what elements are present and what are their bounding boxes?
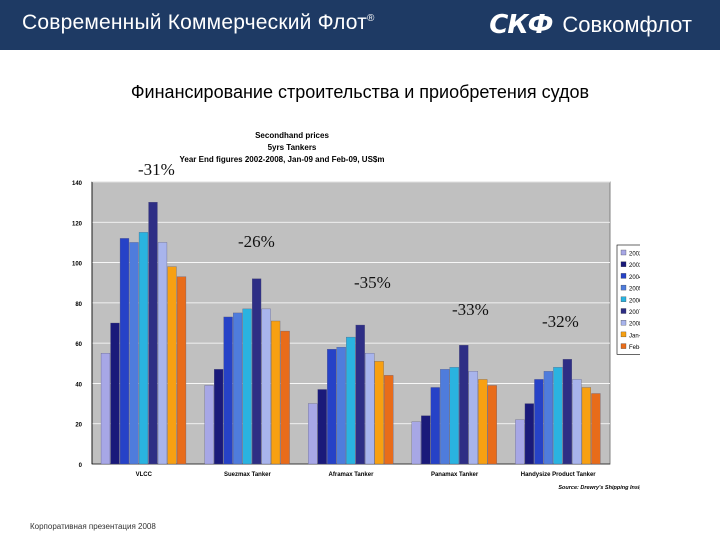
bar: [534, 379, 544, 465]
bar: [478, 379, 488, 465]
bar: [213, 369, 224, 465]
bar: [129, 242, 139, 465]
bar: [223, 316, 233, 465]
legend-swatch: [620, 249, 627, 256]
bar: [119, 238, 130, 465]
bar: [157, 242, 168, 465]
legend-box: [616, 244, 640, 355]
x-category-label: Handysize Product Tanker: [521, 472, 597, 478]
bar: [524, 403, 535, 465]
y-tick-label: 0: [79, 463, 83, 469]
bar: [270, 320, 281, 465]
bar: [355, 324, 365, 465]
bar: [148, 201, 158, 465]
secondhand-prices-chart: Secondhand prices 5yrs Tankers Year End fi…: [72, 131, 640, 491]
bar: [138, 232, 149, 465]
legend-entry: Jan-09: [629, 333, 640, 339]
registered-mark: ®: [367, 13, 375, 24]
change-label-vlcc: -31%: [138, 160, 175, 179]
bar: [572, 379, 582, 465]
bar: [374, 361, 384, 465]
bar: [308, 403, 318, 465]
legend-swatch: [620, 320, 627, 326]
bar: [459, 345, 469, 465]
bar: [440, 369, 450, 465]
bar-group: [100, 201, 601, 465]
legend-entry: Feb-09: [629, 345, 640, 351]
bar: [421, 415, 431, 465]
y-tick-label: 100: [72, 262, 83, 268]
chart-title-line: Secondhand prices: [255, 131, 329, 140]
legend-swatch: [620, 343, 627, 349]
legend-swatch: [620, 331, 627, 338]
bar: [261, 308, 271, 465]
bar: [317, 389, 327, 465]
bar: [365, 353, 375, 465]
legend-entry: 2002: [629, 252, 640, 258]
x-category-label: Aframax Tanker: [329, 472, 375, 478]
bar: [327, 349, 337, 465]
footer-note: Корпоративная презентация 2008: [30, 522, 156, 531]
bar: [251, 278, 262, 465]
legend-swatch: [620, 261, 627, 267]
bar: [110, 322, 120, 465]
bar: [280, 330, 290, 465]
bar: [176, 276, 187, 465]
bar: [411, 421, 421, 465]
legend-entry: 2007: [629, 310, 640, 316]
bar: [100, 353, 111, 465]
bar: [468, 371, 478, 465]
legend-swatch: [620, 308, 627, 314]
bar: [242, 308, 252, 465]
legend-swatch: [620, 296, 627, 302]
legend-entry: 2003: [629, 263, 640, 269]
bar: [430, 387, 440, 465]
bar: [562, 359, 573, 465]
slide-title: Финансирование строительства и приобрете…: [130, 82, 590, 102]
logo-text: Совкомфлот: [562, 12, 692, 37]
legend-swatch: [620, 284, 627, 291]
y-tick-label: 20: [75, 423, 82, 429]
legend-entry: 2008: [629, 322, 640, 328]
legend-entry: 2005: [629, 287, 640, 293]
company-title: Современный Коммерческий Флот®: [22, 11, 375, 34]
y-tick-label: 40: [75, 382, 82, 388]
bar: [167, 266, 177, 465]
bar: [543, 371, 554, 465]
bar: [553, 367, 563, 465]
legend-swatch: [620, 273, 627, 279]
y-tick-label: 120: [72, 221, 83, 227]
bar: [346, 336, 356, 465]
bar: [232, 312, 243, 465]
bar: [581, 387, 592, 465]
y-tick-label: 140: [72, 181, 83, 187]
chart-source: Source: Drewry's Shipping Insight: [558, 485, 640, 491]
logo-mark: СКФ: [489, 10, 553, 40]
change-label-aframax: -35%: [354, 273, 391, 292]
change-label-handysize: -32%: [542, 312, 579, 331]
bar: [336, 347, 346, 465]
change-label-panamax: -33%: [452, 300, 489, 319]
x-category-label: VLCC: [136, 472, 153, 478]
bar: [204, 385, 214, 465]
bar: [384, 375, 394, 465]
header-bar: Современный Коммерческий Флот® СКФ Совко…: [0, 0, 720, 50]
chart-title-line: Year End figures 2002-2008, Jan-09 and F…: [180, 155, 385, 164]
bar: [515, 419, 525, 465]
x-category-label: Suezmax Tanker: [224, 472, 272, 478]
bar: [591, 393, 601, 465]
y-tick-label: 80: [75, 302, 82, 308]
x-category-label: Panamax Tanker: [431, 472, 479, 478]
chart-title-line: 5yrs Tankers: [268, 143, 317, 152]
bar: [449, 367, 459, 465]
y-tick-label: 60: [75, 342, 82, 348]
bar: [487, 385, 497, 465]
legend-entry: 2004: [629, 275, 640, 281]
legend-entry: 2006: [629, 298, 640, 304]
company-logo: СКФ Совкомфлот: [489, 10, 692, 40]
change-label-suezmax: -26%: [238, 232, 275, 251]
